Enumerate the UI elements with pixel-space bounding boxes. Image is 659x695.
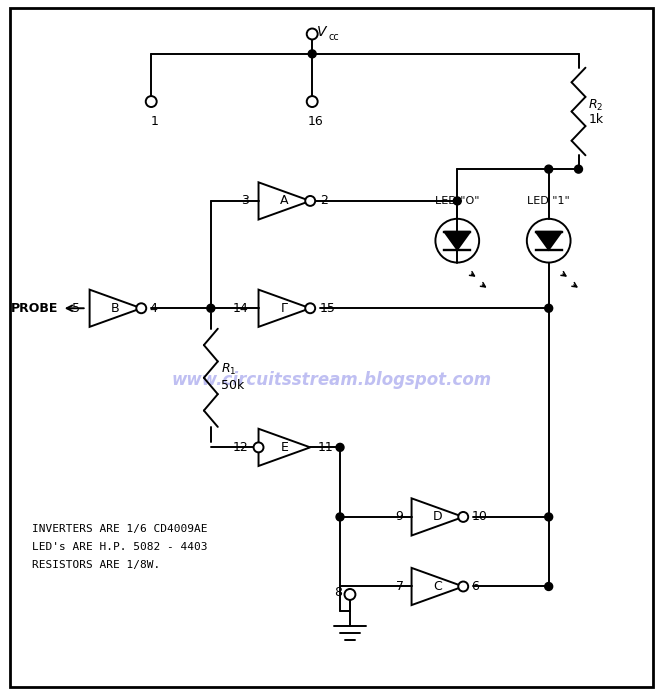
Circle shape — [308, 50, 316, 58]
Text: $R_1$: $R_1$ — [221, 362, 236, 377]
Circle shape — [458, 512, 468, 522]
Text: Γ: Γ — [281, 302, 288, 315]
Text: 15: 15 — [320, 302, 336, 315]
Text: RESISTORS ARE 1/8W.: RESISTORS ARE 1/8W. — [32, 559, 160, 570]
Circle shape — [575, 165, 583, 173]
Circle shape — [453, 197, 461, 205]
Text: 11: 11 — [318, 441, 334, 454]
Text: PROBE: PROBE — [11, 302, 58, 315]
Text: 4: 4 — [149, 302, 157, 315]
Text: C: C — [433, 580, 442, 593]
Circle shape — [545, 165, 553, 173]
Text: 14: 14 — [233, 302, 248, 315]
Circle shape — [545, 513, 553, 521]
Circle shape — [345, 589, 355, 600]
Text: $V$: $V$ — [316, 25, 328, 39]
Text: 2: 2 — [320, 195, 328, 207]
Text: 9: 9 — [396, 510, 403, 523]
Circle shape — [336, 513, 344, 521]
Circle shape — [136, 303, 146, 313]
Circle shape — [305, 303, 315, 313]
Text: E: E — [281, 441, 288, 454]
Text: $R_2$: $R_2$ — [588, 98, 604, 113]
Circle shape — [458, 582, 468, 591]
Text: 1k: 1k — [588, 113, 604, 126]
Text: 8: 8 — [334, 586, 342, 599]
Circle shape — [254, 443, 264, 452]
Polygon shape — [536, 231, 561, 250]
Text: 16: 16 — [307, 115, 323, 129]
Text: 6: 6 — [471, 580, 479, 593]
Text: www.circuitsstream.blogspot.com: www.circuitsstream.blogspot.com — [172, 371, 492, 389]
Circle shape — [146, 96, 157, 107]
Text: 50k: 50k — [221, 379, 244, 392]
Text: 7: 7 — [395, 580, 403, 593]
Circle shape — [305, 196, 315, 206]
Text: A: A — [280, 195, 289, 207]
Text: LED's ARE H.P. 5082 - 4403: LED's ARE H.P. 5082 - 4403 — [32, 541, 208, 552]
Text: 12: 12 — [233, 441, 248, 454]
Text: 5: 5 — [72, 302, 80, 315]
Text: cc: cc — [328, 32, 339, 42]
Circle shape — [545, 582, 553, 591]
Text: INVERTERS ARE 1/6 CD4009AE: INVERTERS ARE 1/6 CD4009AE — [32, 524, 208, 534]
Text: 10: 10 — [471, 510, 487, 523]
Circle shape — [306, 28, 318, 40]
Circle shape — [306, 96, 318, 107]
Circle shape — [545, 304, 553, 312]
Text: D: D — [432, 510, 442, 523]
Circle shape — [207, 304, 215, 312]
Text: LED "O": LED "O" — [435, 196, 480, 206]
Text: 3: 3 — [241, 195, 248, 207]
Circle shape — [336, 443, 344, 451]
Text: 1: 1 — [150, 115, 158, 129]
Text: LED "1": LED "1" — [527, 196, 570, 206]
Text: B: B — [111, 302, 120, 315]
Polygon shape — [444, 231, 470, 250]
